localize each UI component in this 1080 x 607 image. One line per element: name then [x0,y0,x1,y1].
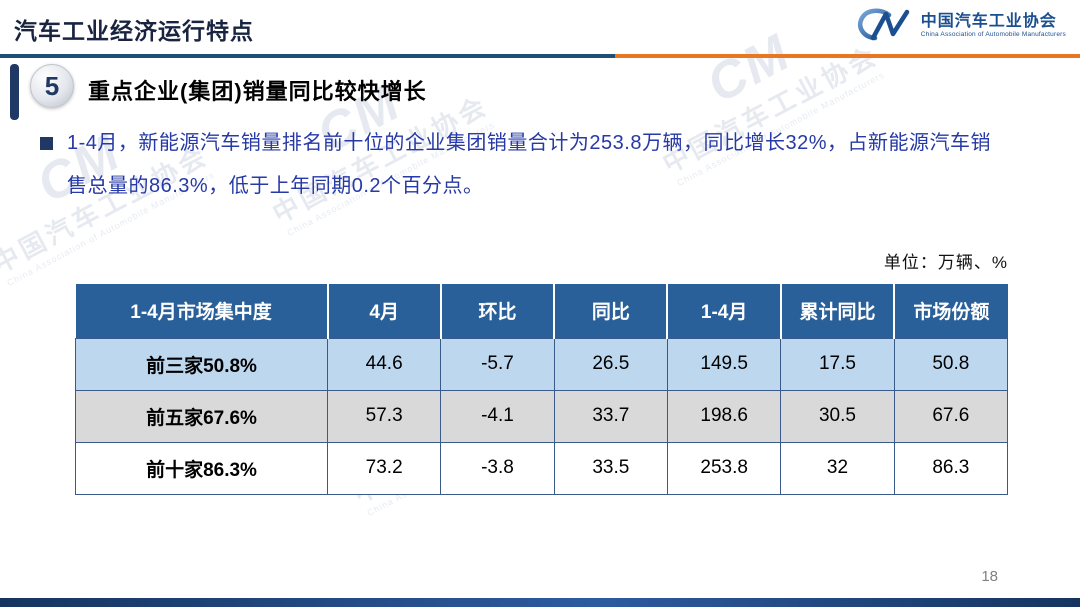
table-cell: 86.3 [893,441,1009,495]
table-header-cell: 同比 [553,284,668,338]
header-divider-orange [615,54,1080,58]
table-cell: 17.5 [780,337,895,391]
table-header-row: 1-4月市场集中度 4月 环比 同比 1-4月 累计同比 市场份额 [75,284,1008,338]
caam-logo-mark-icon [857,8,910,41]
table-row: 前五家67.6% 57.3 -4.1 33.7 198.6 30.5 67.6 [75,389,1009,443]
table-cell: 73.2 [326,441,442,495]
table-cell: -3.8 [440,441,555,495]
table-cell: -5.7 [440,337,555,391]
table-cell: 30.5 [780,389,895,443]
table-header-cell: 4月 [326,284,441,338]
table-cell: 44.6 [326,337,442,391]
footer-bar [0,598,1080,607]
table-cell: 32 [780,441,895,495]
table-cell: 33.5 [553,441,668,495]
table-header-cell: 1-4月 [666,284,781,338]
row-label: 前三家50.8% [75,337,328,391]
logo-org-name-en: China Association of Automobile Manufact… [920,31,1066,39]
table-header-cell: 累计同比 [779,284,895,338]
section-title: 重点企业(集团)销量同比较快增长 [88,79,427,104]
section-number-badge: 5 [30,64,74,108]
table-cell: 149.5 [666,337,782,391]
table-header-cell: 1-4月市场集中度 [75,284,328,338]
page-title: 汽车工业经济运行特点 [14,18,254,44]
table-cell: 57.3 [326,389,442,443]
bullet-marker-icon [40,137,53,150]
table-row: 前十家86.3% 73.2 -3.8 33.5 253.8 32 86.3 [75,441,1009,495]
logo-org-name: 中国汽车工业协会 [920,13,1057,31]
caam-logo-text: 中国汽车工业协会 China Association of Automobile… [921,13,1066,39]
unit-label: 单位：万辆、% [883,253,1008,272]
page-number: 18 [981,568,998,585]
table-cell: -4.1 [440,389,555,443]
table-header-cell: 环比 [439,284,555,338]
row-label: 前五家67.6% [75,389,328,443]
row-label: 前十家86.3% [75,441,328,495]
table-cell: 67.6 [893,389,1009,443]
bullet-text: 1-4月，新能源汽车销量排名前十位的企业集团销量合计为253.8万辆，同比增长3… [67,132,991,197]
table-cell: 198.6 [666,389,782,443]
table-header-cell: 市场份额 [893,284,1008,338]
table-row: 前三家50.8% 44.6 -5.7 26.5 149.5 17.5 50.8 [75,337,1009,391]
section-number: 5 [44,70,60,101]
caam-logo: 中国汽车工业协会 China Association of Automobile… [855,8,1066,44]
table-cell: 26.5 [553,337,668,391]
header-divider-blue [0,54,615,58]
table-cell: 253.8 [666,441,782,495]
section-accent-bar [10,64,19,120]
table-cell: 33.7 [553,389,668,443]
table-cell: 50.8 [893,337,1009,391]
concentration-table: 1-4月市场集中度 4月 环比 同比 1-4月 累计同比 市场份额 前三家50.… [75,284,1009,495]
bullet-row: 1-4月，新能源汽车销量排名前十位的企业集团销量合计为253.8万辆，同比增长3… [40,122,1015,208]
